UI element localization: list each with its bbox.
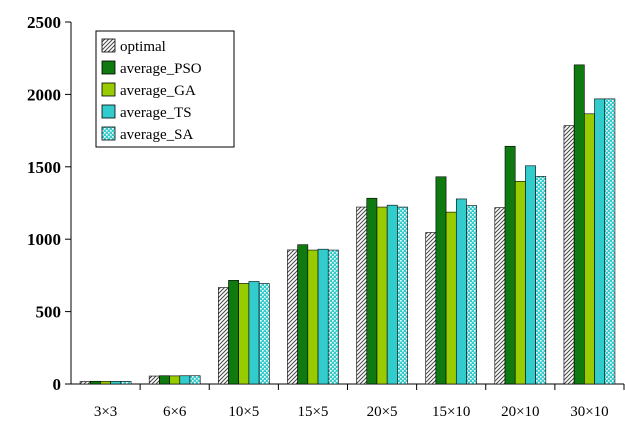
bar-average-pso xyxy=(297,244,309,385)
bar-average-ga xyxy=(238,283,250,385)
bar-average-sa xyxy=(189,375,201,385)
x-tick-label: 30×10 xyxy=(570,404,608,420)
bar-average-sa xyxy=(466,205,477,385)
legend-box xyxy=(95,30,235,148)
legend-label: average_GA xyxy=(120,83,196,99)
bar-average-ga xyxy=(445,211,457,385)
y-tick-label: 500 xyxy=(36,303,62,322)
bar-average-ts xyxy=(248,281,260,385)
bar-optimal xyxy=(494,207,506,385)
legend-label: average_PSO xyxy=(120,61,202,77)
bar-average-pso xyxy=(504,145,516,385)
bar-optimal xyxy=(287,249,298,385)
bar-average-sa xyxy=(327,249,339,385)
legend-swatch xyxy=(101,60,116,75)
bar-average-ga xyxy=(169,375,181,385)
x-tick-label: 3×3 xyxy=(94,404,117,420)
bar-optimal xyxy=(425,232,437,385)
bar-average-ts xyxy=(525,165,536,385)
bar-average-ts xyxy=(594,98,606,385)
bar-average-ga xyxy=(376,206,388,385)
bar-optimal xyxy=(218,287,229,385)
bar-average-pso xyxy=(89,380,101,385)
bar-average-ga xyxy=(514,180,526,385)
bar-average-pso xyxy=(573,64,585,385)
bar-optimal xyxy=(79,381,91,385)
y-tick-label: 1500 xyxy=(27,158,61,177)
bar-average-ts xyxy=(455,198,467,385)
legend-swatch xyxy=(101,126,116,141)
legend-swatch xyxy=(101,104,116,119)
bar-average-sa xyxy=(258,283,270,385)
x-tick-label: 6×6 xyxy=(163,404,187,420)
bar-average-sa xyxy=(535,176,547,385)
bar-average-sa xyxy=(120,381,132,385)
legend-label: optimal xyxy=(120,39,166,55)
bar-average-ts xyxy=(110,381,122,385)
bar-average-ga xyxy=(100,381,111,385)
bar-optimal xyxy=(563,125,575,385)
bar-average-sa xyxy=(397,206,408,385)
bars xyxy=(79,64,616,385)
bar-average-pso xyxy=(159,375,170,385)
bar-optimal xyxy=(148,375,160,385)
bar-average-ts xyxy=(386,204,398,385)
bar-average-sa xyxy=(604,98,616,385)
legend-label: average_SA xyxy=(120,127,193,143)
tick-labels: 0 500 1000 1500 2000 2500 3×3 6×6 10×5 15×5 20×5 15… xyxy=(27,13,609,420)
legend-label: average_TS xyxy=(120,105,192,121)
x-tick-label: 15×10 xyxy=(432,404,470,420)
x-tick-label: 20×5 xyxy=(367,404,398,420)
y-tick-label: 0 xyxy=(53,375,62,394)
x-tick-label: 15×5 xyxy=(297,404,328,420)
bar-average-ga xyxy=(584,113,595,385)
bar-average-pso xyxy=(228,280,240,385)
y-tick-label: 2500 xyxy=(27,13,61,32)
x-tick-label: 10×5 xyxy=(228,404,259,420)
y-tick-label: 1000 xyxy=(27,230,61,249)
bar-average-ts xyxy=(317,248,329,385)
legend-swatch xyxy=(101,38,116,53)
bar-average-ga xyxy=(307,249,319,385)
legend: optimal average_PSO average_GA average_TSav… xyxy=(95,30,235,148)
bar-average-pso xyxy=(366,197,378,385)
legend-swatch xyxy=(101,82,116,97)
bar-optimal xyxy=(356,206,368,385)
bar-average-ts xyxy=(179,375,191,385)
y-tick-label: 2000 xyxy=(27,85,61,104)
x-tick-label: 20×10 xyxy=(501,404,539,420)
bar-average-pso xyxy=(435,176,447,385)
